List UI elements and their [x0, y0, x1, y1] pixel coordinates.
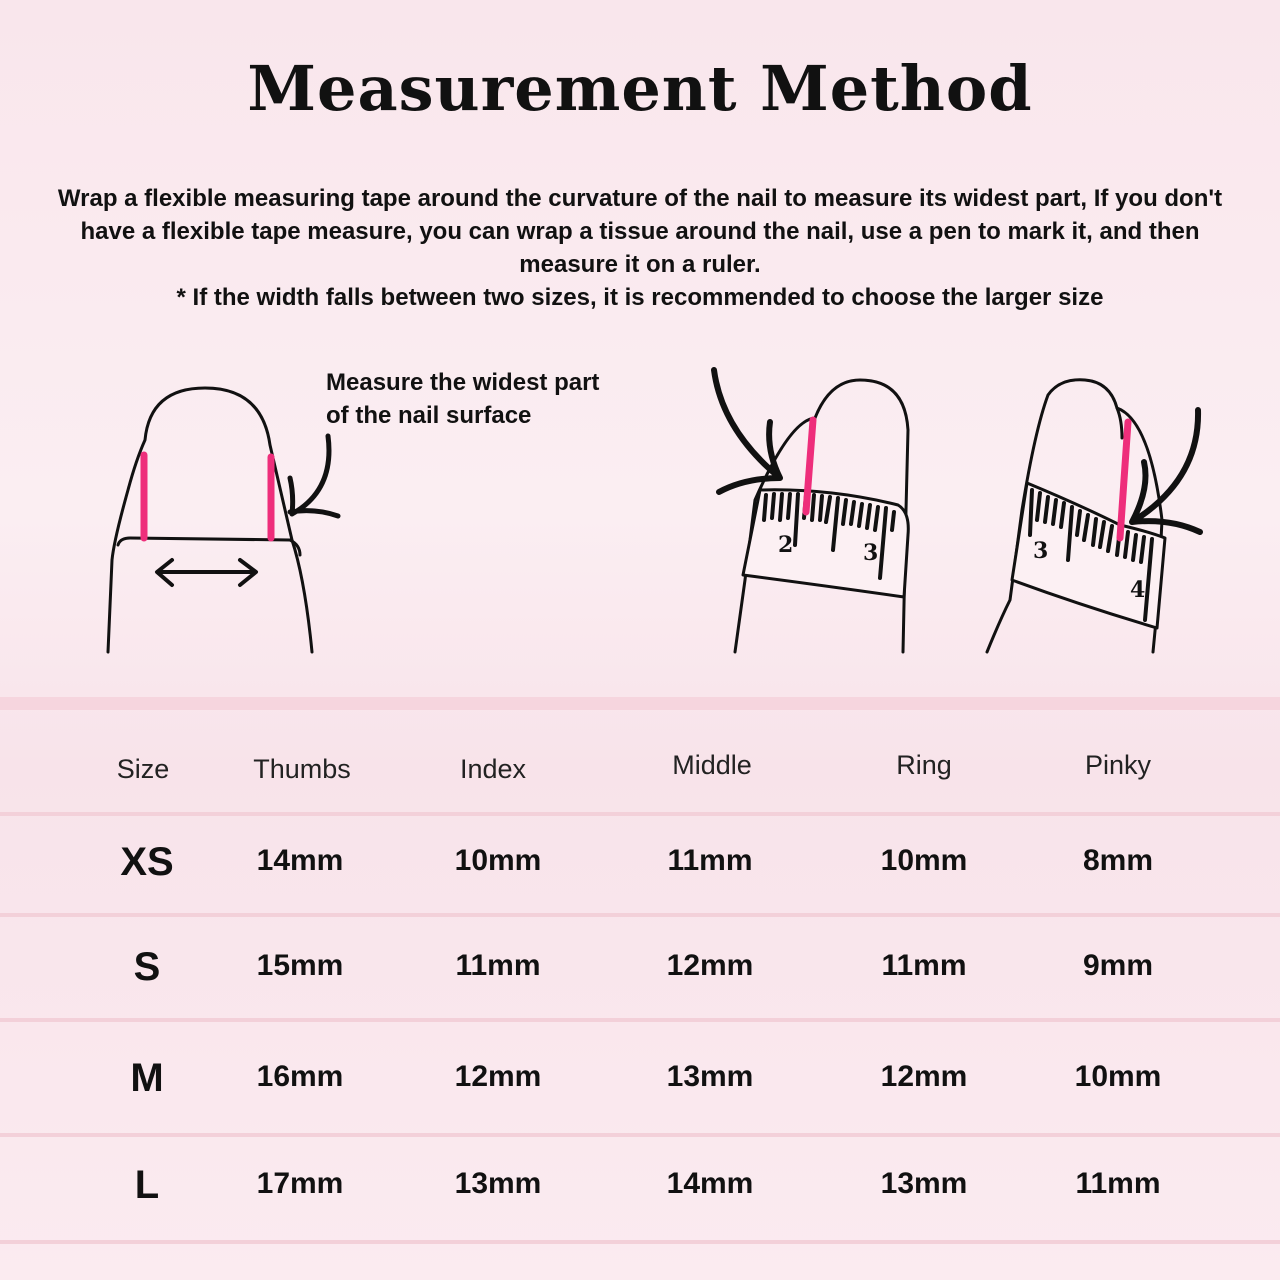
- header-pinky: Pinky: [1084, 750, 1152, 780]
- size-label: M: [130, 1056, 164, 1100]
- measurement-cell: 12mm: [880, 1060, 968, 1093]
- callout-line-1: Measure the widest part: [326, 369, 600, 396]
- measurement-cell: 10mm: [1074, 1060, 1162, 1093]
- callout-line-2: of the nail surface: [326, 402, 532, 429]
- measurement-cell: 13mm: [454, 1167, 542, 1200]
- width-marker: [802, 416, 817, 516]
- measurement-cell: 15mm: [256, 949, 344, 982]
- instructions: Wrap a flexible measuring tape around th…: [30, 182, 1250, 314]
- ruler-label: 2: [778, 532, 793, 558]
- measurement-cell: 12mm: [666, 949, 754, 982]
- measurement-cell: 10mm: [454, 844, 542, 877]
- size-label: S: [133, 945, 161, 989]
- measurement-cell: 16mm: [256, 1060, 344, 1093]
- header-thumbs: Thumbs: [253, 754, 351, 784]
- section-divider: [0, 697, 1280, 710]
- instructions-text: Wrap a flexible measuring tape around th…: [57, 185, 1223, 278]
- ruler-label: 4: [1130, 577, 1145, 603]
- finger-tape-left-illustration: 2 3: [711, 367, 910, 654]
- measurement-cell: 14mm: [256, 844, 344, 877]
- measurement-cell: 13mm: [880, 1167, 968, 1200]
- measurement-cell: 8mm: [1082, 844, 1154, 877]
- size-note: * If the width falls between two sizes, …: [176, 284, 1104, 311]
- header-index: Index: [459, 754, 527, 784]
- measurement-cell: 11mm: [881, 949, 967, 982]
- table-row: M 16mm 12mm 13mm 12mm 10mm: [0, 1022, 1280, 1137]
- measurement-illustrations: 2 3 3 4: [106, 367, 1203, 654]
- page-title: Measurement Method: [247, 52, 1033, 125]
- measurement-cell: 13mm: [666, 1060, 754, 1093]
- finger-front-illustration: [106, 386, 341, 654]
- width-marker: [1116, 418, 1132, 542]
- measurement-cell: 11mm: [455, 949, 541, 982]
- measurement-cell: 9mm: [1082, 949, 1154, 982]
- header-ring: Ring: [896, 750, 952, 780]
- size-label: L: [134, 1163, 160, 1207]
- table-row: XS 14mm 10mm 11mm 10mm 8mm: [0, 816, 1280, 917]
- measurement-cell: 12mm: [454, 1060, 542, 1093]
- ruler-label: 3: [863, 540, 878, 566]
- table-row: L 17mm 13mm 14mm 13mm 11mm: [0, 1137, 1280, 1244]
- callout-label: Measure the widest part of the nail surf…: [326, 366, 646, 432]
- header-size: Size: [116, 754, 170, 784]
- measurement-cell: 11mm: [667, 844, 753, 877]
- measurement-cell: 14mm: [666, 1167, 754, 1200]
- size-label: XS: [120, 840, 174, 884]
- finger-tape-right-illustration: 3 4: [985, 378, 1203, 654]
- size-chart-table: Size Thumbs Index Middle Ring Pinky XS 14…: [0, 710, 1280, 1244]
- table-row: S 15mm 11mm 12mm 11mm 9mm: [0, 917, 1280, 1022]
- measurement-cell: 10mm: [880, 844, 968, 877]
- header-middle: Middle: [672, 750, 752, 780]
- table-header-row: Size Thumbs Index Middle Ring Pinky: [0, 710, 1280, 816]
- ruler-label: 3: [1033, 538, 1048, 564]
- measurement-cell: 11mm: [1075, 1167, 1161, 1200]
- measurement-cell: 17mm: [256, 1167, 344, 1200]
